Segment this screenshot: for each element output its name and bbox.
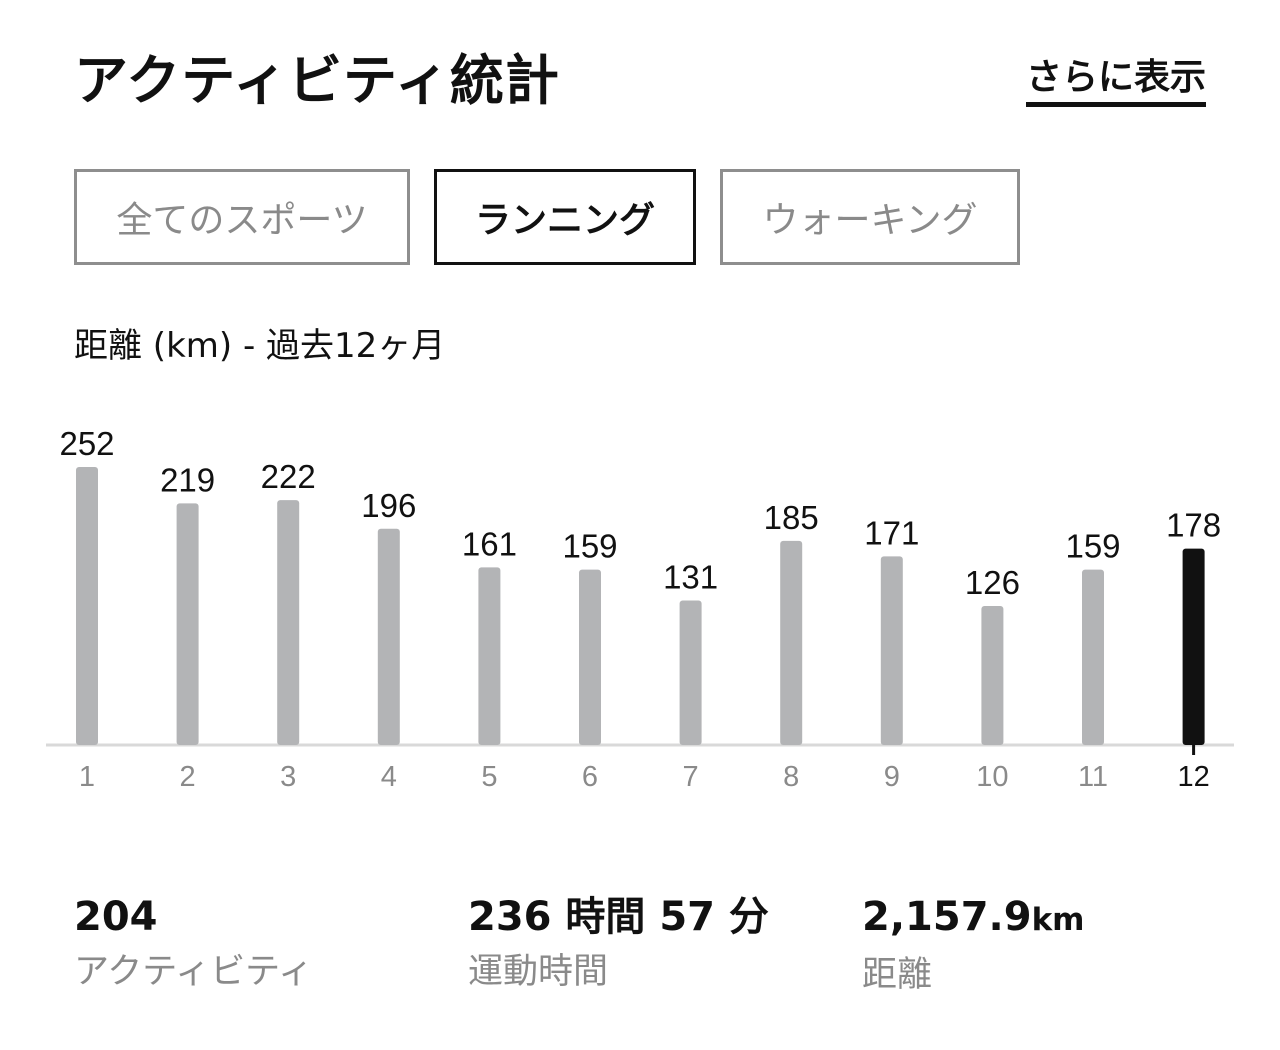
- stat-activities: 204 アクティビティ: [74, 892, 313, 994]
- x-tick-label: 7: [683, 761, 699, 793]
- stat-distance-label: 距離: [862, 955, 933, 995]
- bar-month-5[interactable]: [478, 567, 501, 745]
- bar-value-label: 126: [965, 564, 1020, 601]
- stat-duration-value: 236 時間 57 分: [468, 892, 769, 942]
- tab-walking-label: ウォーキング: [762, 200, 978, 241]
- bar-value-label: 222: [261, 458, 316, 495]
- stat-activities-number: 204: [74, 894, 158, 940]
- stat-activities-label: アクティビティ: [74, 952, 314, 992]
- bar-value-label: 159: [1065, 528, 1120, 565]
- bar-value-label: 159: [562, 528, 617, 565]
- bar-value-label: 131: [663, 558, 718, 595]
- x-tick-label: 11: [1078, 761, 1108, 793]
- x-tick-label: 2: [180, 761, 196, 793]
- x-tick-label: 1: [79, 761, 95, 793]
- bar-month-3[interactable]: [277, 500, 300, 745]
- bar-month-7[interactable]: [679, 600, 702, 745]
- bar-month-10[interactable]: [981, 606, 1004, 745]
- stat-duration-number: 236 時間 57 分: [468, 894, 769, 940]
- distance-bar-chart: 2521219222231964161515961317185817191261…: [46, 425, 1234, 793]
- chart-title: 距離 (km) - 過去12ヶ月: [74, 326, 446, 366]
- x-tick-label: 12: [1177, 761, 1209, 793]
- bar-month-12[interactable]: [1182, 548, 1205, 745]
- bar-value-label: 161: [462, 525, 517, 562]
- show-more-link[interactable]: さらに表示: [1025, 58, 1206, 107]
- x-tick-label: 8: [783, 761, 799, 793]
- x-tick-label: 5: [481, 761, 497, 793]
- bar-month-11[interactable]: [1082, 569, 1104, 745]
- x-tick-label: 9: [884, 761, 900, 793]
- stat-duration-label: 運動時間: [468, 952, 609, 992]
- tab-all-sports-label: 全てのスポーツ: [116, 200, 368, 241]
- tab-walking[interactable]: ウォーキング: [720, 169, 1020, 265]
- x-tick-label: 3: [280, 761, 296, 793]
- bar-value-label: 171: [864, 514, 919, 551]
- stat-distance-number: 2,157.9: [862, 894, 1032, 940]
- stat-duration: 236 時間 57 分 運動時間: [468, 892, 769, 994]
- x-tick-label: 10: [976, 761, 1008, 793]
- bar-value-label: 185: [764, 499, 819, 536]
- tab-running[interactable]: ランニング: [434, 169, 696, 265]
- tab-all-sports[interactable]: 全てのスポーツ: [74, 169, 410, 265]
- bar-month-2[interactable]: [176, 503, 199, 745]
- x-tick-label: 6: [582, 761, 598, 793]
- tab-running-label: ランニング: [474, 200, 655, 241]
- bar-month-4[interactable]: [377, 528, 400, 745]
- stat-distance-unit: km: [1031, 902, 1085, 938]
- bar-value-label: 252: [59, 425, 114, 462]
- bar-month-8[interactable]: [780, 540, 803, 745]
- x-tick-label: 4: [381, 761, 397, 793]
- bar-value-label: 178: [1166, 507, 1221, 544]
- stat-distance-value: 2,157.9km: [862, 892, 1084, 945]
- page-title: アクティビティ統計: [74, 49, 560, 112]
- stat-distance: 2,157.9km 距離: [862, 892, 1084, 997]
- bar-month-6[interactable]: [579, 569, 601, 745]
- bar-value-label: 219: [160, 461, 215, 498]
- stat-activities-value: 204: [74, 892, 313, 942]
- bar-month-1[interactable]: [76, 467, 98, 745]
- bar-month-9[interactable]: [880, 556, 903, 745]
- bar-value-label: 196: [361, 487, 416, 524]
